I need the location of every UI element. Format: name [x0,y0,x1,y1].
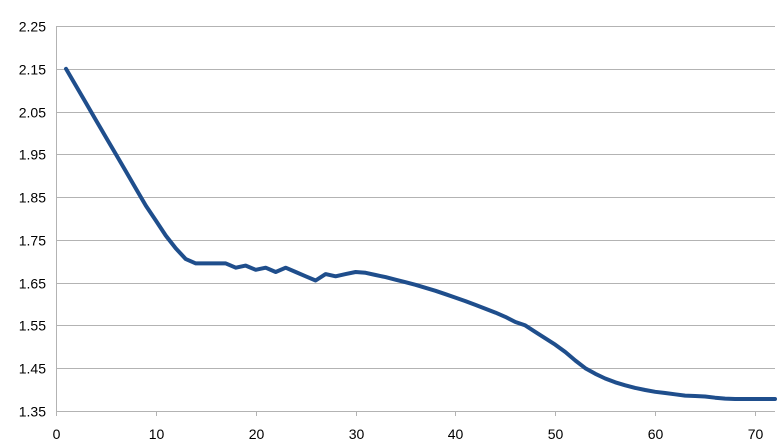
x-tick-label: 70 [748,426,764,442]
y-tick-label: 1.85 [19,190,46,206]
y-tick-label: 1.65 [19,276,46,292]
series-layer [64,66,777,401]
x-tick-labels: 0 10 20 30 40 50 60 70 [53,426,764,442]
y-tick-label: 1.45 [19,361,46,377]
x-tick-label: 30 [349,426,365,442]
x-tick-label: 60 [648,426,664,442]
y-tick-label: 1.95 [19,147,46,163]
axes [56,26,756,416]
series-line [64,66,777,401]
x-tick-label: 0 [53,426,61,442]
grid-lines [56,26,775,412]
x-tick-label: 50 [548,426,564,442]
y-tick-labels: 1.35 1.45 1.55 1.65 1.75 1.85 1.95 2.05 2.15 2.25 [19,19,46,420]
y-tick-label: 2.25 [19,19,46,35]
y-tick-label: 1.55 [19,318,46,334]
x-tick-label: 20 [249,426,265,442]
y-tick-label: 1.75 [19,233,46,249]
y-tick-label: 2.05 [19,105,46,121]
x-tick-label: 10 [149,426,165,442]
x-tick-label: 40 [448,426,464,442]
y-tick-label: 1.35 [19,404,46,420]
y-tick-label: 2.15 [19,62,46,78]
